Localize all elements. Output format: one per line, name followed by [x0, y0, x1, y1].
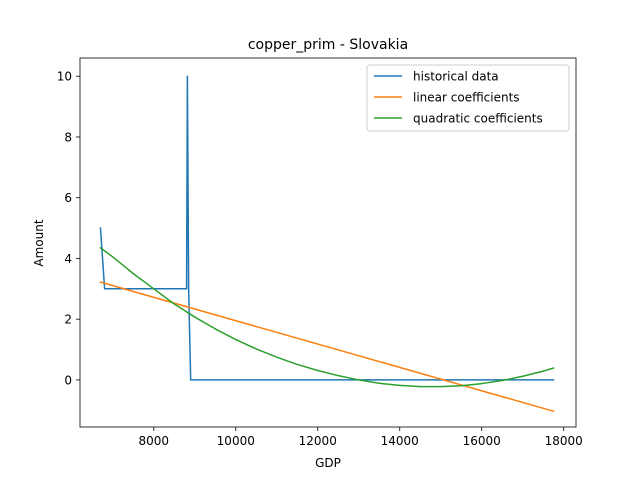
- plot-border: [79, 57, 577, 428]
- x-tick-label-4: 16000: [463, 434, 501, 448]
- legend-label-0: historical data: [413, 70, 499, 84]
- y-tick-label-3: 6: [64, 191, 72, 205]
- series-line-0: [99, 75, 555, 381]
- legend-label-1: linear coefficients: [413, 91, 520, 105]
- chart-title: copper_prim - Slovakia: [248, 37, 408, 53]
- x-tick-label-1: 10000: [217, 434, 255, 448]
- legend-label-2: quadratic coefficients: [413, 112, 543, 126]
- x-tick-label-2: 12000: [299, 434, 337, 448]
- legend: historical data linear coefficients quadra…: [366, 64, 570, 132]
- y-tick-label-4: 8: [64, 130, 72, 144]
- y-tick-label-1: 2: [64, 313, 72, 327]
- series-layer: [99, 75, 555, 413]
- x-tick-label-3: 14000: [381, 434, 419, 448]
- x-axis-label: GDP: [315, 456, 341, 470]
- legend-box: [366, 64, 570, 132]
- y-axis-label: Amount: [32, 219, 46, 266]
- y-tick-label-5: 10: [57, 70, 72, 84]
- y-axis-ticks: 0 2 4 6 8 10: [57, 70, 80, 387]
- x-tick-label-5: 18000: [545, 434, 583, 448]
- y-tick-label-0: 0: [64, 373, 72, 387]
- y-tick-label-2: 4: [64, 252, 72, 266]
- series-line-1: [99, 281, 555, 413]
- x-axis-ticks: 8000 10000 12000 14000 16000 18000: [139, 427, 583, 448]
- series-line-2: [99, 246, 555, 388]
- x-tick-label-0: 8000: [139, 434, 170, 448]
